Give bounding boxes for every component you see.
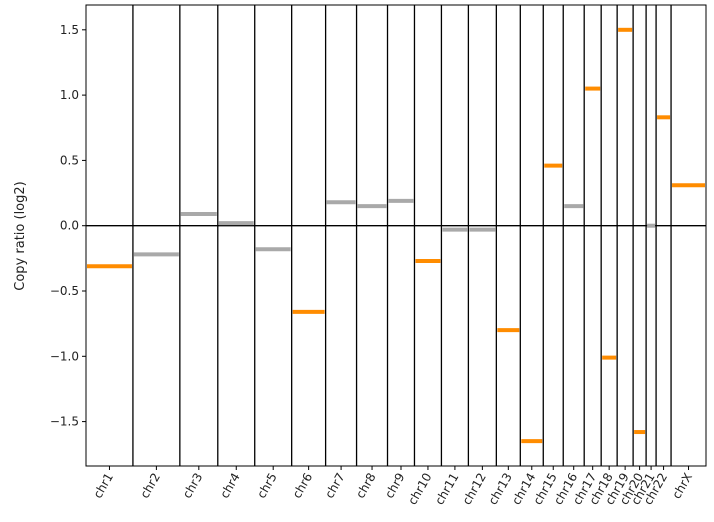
y-tick-label: 1.0 bbox=[60, 88, 79, 102]
x-tick-label: chr12 bbox=[460, 471, 489, 508]
x-tick-label: chr8 bbox=[353, 471, 379, 501]
x-tick-label: chr1 bbox=[91, 471, 117, 501]
y-tick-label: −0.5 bbox=[50, 284, 79, 298]
y-tick-label: 0.0 bbox=[60, 219, 79, 233]
x-tick-label: chr11 bbox=[432, 471, 461, 508]
x-tick-label: chr3 bbox=[180, 471, 206, 501]
x-tick-label: chr9 bbox=[382, 471, 408, 501]
x-tick-label: chr10 bbox=[405, 471, 434, 508]
y-axis-label: Copy ratio (log2) bbox=[13, 181, 28, 290]
plot-frame bbox=[85, 4, 707, 467]
x-tick-label: chr2 bbox=[137, 471, 163, 501]
y-tick-label: −1.0 bbox=[50, 349, 79, 363]
x-tick-label: chr5 bbox=[254, 471, 280, 501]
y-tick-label: 1.5 bbox=[60, 23, 79, 37]
x-tick-label: chr4 bbox=[217, 471, 243, 501]
x-tick-label: chr7 bbox=[322, 471, 348, 501]
x-tick-label: chrX bbox=[669, 471, 695, 502]
y-tick-label: 0.5 bbox=[60, 153, 79, 167]
x-tick-label: chr6 bbox=[290, 471, 316, 501]
y-tick-label: −1.5 bbox=[50, 415, 79, 429]
